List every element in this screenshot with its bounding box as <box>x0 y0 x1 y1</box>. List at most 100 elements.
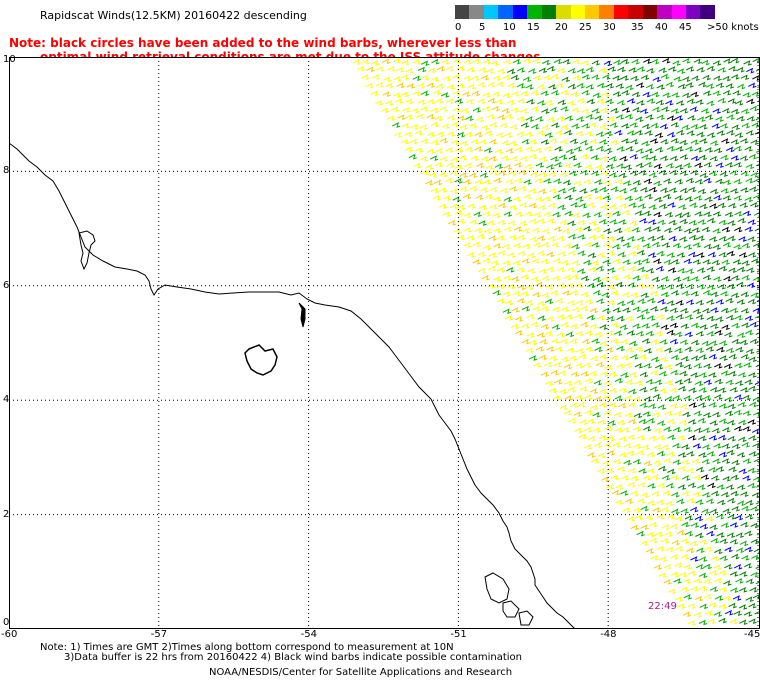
wind-barb <box>630 75 639 82</box>
wind-barb <box>670 523 679 530</box>
wind-barb <box>656 314 665 320</box>
wind-barb <box>723 363 733 370</box>
wind-barb <box>712 244 721 250</box>
colorbar-segment <box>556 5 571 19</box>
wind-barb <box>497 68 506 74</box>
longitude-label: -48 <box>600 629 617 640</box>
wind-barb <box>679 403 689 410</box>
wind-barb <box>479 138 488 145</box>
wind-barb <box>721 138 730 144</box>
wind-barb <box>663 426 672 433</box>
wind-barb <box>696 547 705 554</box>
wind-barb <box>537 83 546 90</box>
wind-barb <box>436 131 445 138</box>
wind-barb <box>517 284 526 290</box>
wind-barb <box>618 219 627 225</box>
wind-barb <box>712 427 721 434</box>
wind-barb <box>615 483 624 490</box>
wind-barb <box>540 258 550 265</box>
wind-barb <box>633 259 643 266</box>
wind-barb <box>619 202 628 209</box>
wind-barb <box>503 58 512 65</box>
wind-barb <box>612 75 621 81</box>
wind-barb <box>573 180 583 187</box>
wind-barb <box>734 226 743 233</box>
wind-barb <box>730 474 739 481</box>
wind-barb <box>649 537 659 544</box>
wind-barb <box>698 81 707 88</box>
wind-barb <box>472 259 481 265</box>
wind-barb <box>614 129 623 136</box>
wind-barb <box>555 297 565 304</box>
wind-barb <box>531 123 540 130</box>
wind-barb <box>725 83 734 89</box>
wind-barb <box>500 187 509 194</box>
wind-barb <box>717 499 726 506</box>
wind-barb <box>660 187 669 194</box>
wind-barb <box>635 148 645 154</box>
wind-barb <box>731 443 741 450</box>
wind-barb <box>584 164 593 171</box>
wind-barb <box>470 155 479 161</box>
wind-barb <box>544 361 553 368</box>
wind-barb <box>598 218 608 225</box>
wind-barb <box>585 66 595 73</box>
wind-speed-colorbar <box>455 5 715 19</box>
wind-barb <box>650 339 659 345</box>
wind-barb <box>544 145 553 152</box>
wind-barb <box>679 571 688 578</box>
wind-barb <box>706 132 716 138</box>
wind-barb <box>645 283 655 290</box>
wind-barb <box>616 146 625 152</box>
wind-barb <box>596 145 605 152</box>
wind-barb <box>701 508 710 515</box>
wind-barb <box>598 67 608 74</box>
wind-barb <box>593 211 603 218</box>
wind-barb <box>748 450 758 457</box>
wind-barb <box>591 170 600 177</box>
wind-barb <box>635 162 644 169</box>
wind-barb <box>672 60 681 66</box>
wind-barb <box>591 241 600 248</box>
wind-barb <box>584 193 593 200</box>
wind-barb <box>683 258 692 265</box>
wind-barb <box>457 234 466 241</box>
wind-barb <box>590 355 599 362</box>
wind-barb <box>380 107 389 114</box>
wind-barb <box>408 153 417 160</box>
wind-barb <box>608 172 618 178</box>
wind-barb <box>559 139 569 145</box>
wind-barb <box>550 155 559 162</box>
wind-barb <box>698 452 707 458</box>
wind-barb <box>594 395 603 402</box>
wind-barb <box>486 283 496 289</box>
wind-barb <box>441 123 451 130</box>
wind-barb <box>724 546 733 553</box>
wind-barb <box>688 418 697 425</box>
wind-barb <box>750 571 759 578</box>
wind-barb <box>564 129 573 136</box>
wind-barb <box>555 82 565 89</box>
wind-barb <box>580 370 590 377</box>
wind-barb <box>702 74 711 81</box>
wind-barb <box>539 338 548 345</box>
wind-barb <box>694 595 704 602</box>
wind-barb <box>572 58 581 65</box>
wind-barb <box>740 170 749 177</box>
wind-barb <box>564 395 574 401</box>
wind-barb <box>361 58 370 65</box>
wind-barb <box>535 345 545 352</box>
wind-barb <box>594 331 603 338</box>
wind-barb <box>676 129 685 136</box>
wind-barb <box>569 338 579 344</box>
wind-barb <box>636 449 645 456</box>
wind-barb <box>713 276 722 282</box>
wind-barb <box>641 338 651 344</box>
wind-barb <box>536 332 546 338</box>
wind-barb <box>352 59 361 65</box>
wind-barb <box>633 412 643 419</box>
wind-barb <box>654 132 664 139</box>
wind-barb <box>670 571 680 578</box>
wind-barb <box>740 307 750 314</box>
wind-barb <box>739 202 748 208</box>
